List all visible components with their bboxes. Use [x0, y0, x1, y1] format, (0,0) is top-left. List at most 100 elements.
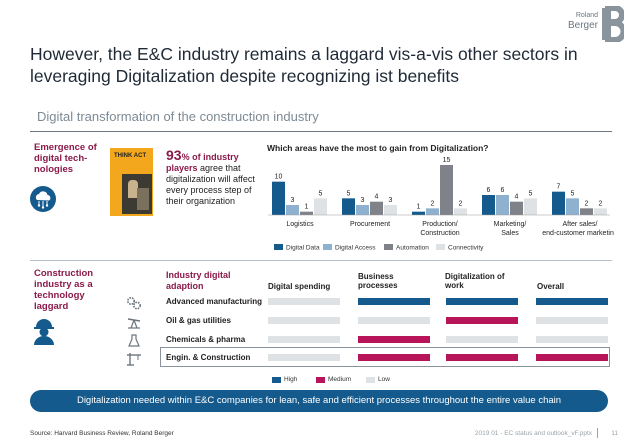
legend-swatch-2 — [384, 244, 393, 250]
bar-value-label: 2 — [431, 200, 435, 207]
source-note: Source: Harvard Business Review, Roland … — [30, 430, 174, 437]
bar-3-2 — [510, 201, 523, 215]
bar-value-label: 2 — [599, 200, 603, 207]
bar-4-1 — [566, 198, 579, 215]
page-number: 11 — [611, 430, 618, 437]
bar-2-0 — [412, 211, 425, 215]
adoption-cell-1-3 — [536, 317, 608, 324]
category-label-line2: Sales — [501, 230, 519, 237]
bar-value-label: 10 — [275, 174, 283, 181]
bar-4-2 — [580, 208, 593, 215]
slide-title: However, the E&C industry remains a lagg… — [30, 44, 578, 86]
adoption-heading: Industry digital adaption — [166, 270, 231, 291]
bar-value-label: 2 — [459, 200, 463, 207]
bar-value-label: 6 — [501, 187, 505, 194]
bar-2-3 — [454, 208, 467, 215]
slide-subtitle: Digital transformation of the constructi… — [37, 109, 319, 124]
laggard-label: Construction industry as a technology la… — [34, 268, 94, 312]
col-header-digitalization-of-work: Digitalization of work — [445, 272, 505, 290]
bar-0-3 — [314, 198, 327, 215]
col-header-business-processes: Business processes — [358, 272, 398, 290]
gears-icon — [126, 296, 142, 310]
bar-0-0 — [272, 181, 285, 215]
adoption-cell-3-2 — [446, 354, 518, 361]
category-label: Procurement — [350, 221, 390, 228]
sector-label-chemicals-pharma: Chemicals & pharma — [166, 335, 246, 344]
bar-value-label: 6 — [487, 187, 491, 194]
sector-label-oil-gas: Oil & gas utilities — [166, 316, 231, 325]
adoption-cell-2-2 — [446, 336, 518, 343]
bar-value-label: 3 — [389, 197, 393, 204]
adoption-cell-0-1 — [358, 298, 430, 305]
brand-logo-icon — [602, 6, 624, 42]
adoption-cell-0-3 — [536, 298, 608, 305]
report-cover-title: THINK ACT — [114, 153, 147, 159]
bar-0-2 — [300, 211, 313, 215]
bar-value-label: 7 — [557, 184, 561, 191]
flask-icon — [128, 334, 140, 347]
legend-label-0: Digital Data — [286, 245, 320, 252]
bar-value-label: 1 — [305, 204, 309, 211]
bar-3-3 — [524, 198, 537, 215]
adoption-cell-3-3 — [536, 354, 608, 361]
adoption-cell-1-0 — [268, 317, 340, 324]
stat-number: 93 — [166, 147, 182, 163]
adoption-cell-1-1 — [358, 317, 430, 324]
adoption-cell-1-2 — [446, 317, 518, 324]
sector-label-advanced-manufacturing: Advanced manufacturing — [166, 297, 263, 306]
emergence-label: Emergence of digital tech-nologies — [34, 142, 97, 175]
crane-icon — [127, 353, 141, 366]
bar-3-0 — [482, 195, 495, 215]
adoption-cell-0-2 — [446, 298, 518, 305]
stat-players: players — [166, 163, 198, 173]
legend-label-medium: Medium — [328, 376, 352, 383]
stat-rest: agree that digitalization will affect ev… — [166, 163, 255, 206]
brand-top: Roland — [575, 12, 598, 19]
bar-value-label: 4 — [515, 194, 519, 201]
legend-swatch-1 — [323, 244, 332, 250]
bar-value-label: 2 — [585, 200, 589, 207]
bar-value-label: 4 — [375, 194, 379, 201]
highlight-box-construction — [160, 347, 610, 367]
industry-stat: 93% of industry players agree that digit… — [166, 147, 258, 207]
legend-label-high: High — [284, 376, 298, 383]
bar-1-3 — [384, 205, 397, 215]
bar-3-1 — [496, 195, 509, 215]
sector-label-engin-construction: Engin. & Construction — [166, 353, 251, 362]
legend-swatch-high — [272, 377, 281, 383]
bar-2-1 — [426, 208, 439, 215]
bar-2-2 — [440, 165, 453, 215]
category-label-line2: Construction — [420, 230, 459, 237]
brand-name: Berger — [567, 20, 598, 31]
worker-icon — [34, 319, 54, 345]
adoption-cell-3-0 — [268, 354, 340, 361]
legend-label-3: Connectivity — [448, 245, 484, 252]
middle-divider — [30, 260, 612, 261]
category-label: Logistics — [286, 221, 314, 228]
category-label-line2: end-customer marketing — [542, 230, 614, 237]
col-header-digital-spending: Digital spending — [268, 282, 331, 291]
category-label: Production/ — [422, 221, 457, 228]
report-cover-photo — [122, 174, 152, 214]
legend-label-1: Digital Access — [335, 245, 376, 252]
adoption-cell-2-0 — [268, 336, 340, 343]
top-divider — [30, 131, 612, 132]
bar-4-0 — [552, 191, 565, 215]
category-label: After sales/ — [562, 221, 597, 228]
legend-label-2: Automation — [396, 245, 429, 252]
conclusion-banner: Digitalization needed within E&C compani… — [30, 390, 608, 412]
stat-pct: % of industry — [181, 152, 239, 162]
adoption-cell-2-3 — [536, 336, 608, 343]
bar-value-label: 1 — [417, 204, 421, 211]
chart-title: Which areas have the most to gain from D… — [267, 143, 489, 153]
bar-value-label: 3 — [291, 197, 295, 204]
legend-swatch-medium — [316, 377, 325, 383]
bar-1-1 — [356, 205, 369, 215]
bar-value-label: 5 — [347, 190, 351, 197]
adoption-cell-2-1 — [358, 336, 430, 343]
footer-filename: 2019 01 - EC status and outlook_vF.pptx — [474, 430, 592, 437]
report-cover-image: THINK ACT — [110, 148, 153, 216]
bar-4-3 — [594, 208, 607, 215]
legend-swatch-low — [366, 377, 375, 383]
